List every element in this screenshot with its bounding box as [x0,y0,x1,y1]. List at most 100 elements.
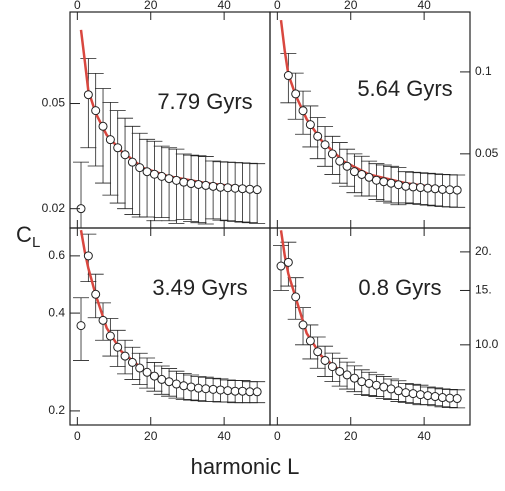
y-tick-label: 0.05 [42,96,66,110]
x-axis-label: harmonic L [191,454,300,479]
data-point [252,185,262,195]
data-point [179,381,189,391]
y-axis-label-subscript: L [32,234,40,251]
data-point [276,261,286,271]
data-point [164,377,174,387]
data-point [208,384,218,394]
data-point [423,391,433,401]
x-tick-label: 0 [274,0,281,12]
data-point [430,392,440,402]
x-tick-label: 0 [74,429,81,443]
x-tick-label: 0 [274,429,281,443]
data-point [349,373,359,383]
data-point [445,393,455,403]
data-point [149,371,159,381]
data-point [452,394,462,404]
data-point [342,161,352,171]
x-tick-label: 0 [74,0,81,12]
data-point [349,167,359,177]
data-point [283,257,293,267]
panel-frame [269,227,471,426]
data-point [379,382,389,392]
fit-line [79,229,258,394]
panel: 0 20 40 0.1 0.05 5.64 Gyrs [269,0,499,229]
data-point [252,387,262,397]
data-point [401,388,411,398]
data-point [230,183,240,193]
data-point [215,182,225,192]
data-point [335,366,345,376]
data-point [320,140,330,150]
y-tick-label: 15. [475,283,492,297]
data-point [430,184,440,194]
data-point [120,150,130,160]
data-point [223,386,233,396]
plot-area [279,19,466,208]
data-point [371,380,381,390]
data-point [83,90,93,100]
data-point [201,384,211,394]
data-point [364,172,374,182]
x-tick-label: 20 [144,429,158,443]
data-point [91,289,101,299]
data-point [283,71,293,81]
data-point [437,184,447,194]
data-point [313,347,323,357]
data-point [342,370,352,380]
data-point [157,171,167,181]
panel: 0 20 40 0.02 0.05 7.79 Gyrs [42,0,271,229]
data-point [415,183,425,193]
y-axis-label: C [16,222,32,247]
annotation: 0.8 Gyrs [358,275,441,300]
data-point [91,106,101,116]
data-point [357,169,367,179]
y-tick-label: 0.6 [48,248,65,262]
data-point [105,135,115,145]
data-point [364,378,374,388]
x-tick-label: 40 [417,0,431,12]
annotation: 3.49 Gyrs [152,275,247,300]
data-point [335,156,345,166]
data-point [423,183,433,193]
data-point [179,177,189,187]
panel-frame [69,227,271,426]
data-point [201,180,211,190]
y-tick-label: 0.2 [48,403,65,417]
data-point [215,385,225,395]
data-point [245,387,255,397]
x-tick-label: 40 [217,429,231,443]
panel: 0 20 40 20. 15. 10.0 0.8 Gyrs [269,227,499,443]
data-point [291,89,301,99]
data-point [230,386,240,396]
data-point [357,377,367,387]
data-point [208,181,218,191]
data-point [291,292,301,302]
data-point [298,106,308,116]
data-point [320,355,330,365]
data-point [305,336,315,346]
data-point [127,157,137,167]
data-point [379,177,389,187]
x-tick-label: 20 [344,429,358,443]
plot-area [73,29,266,228]
data-point [393,386,403,396]
data-point [193,179,203,189]
x-tick-label: 40 [217,0,231,12]
data-point [193,383,203,393]
data-point [245,184,255,194]
data-point [127,357,137,367]
data-point [157,374,167,384]
y-tick-label: 0.02 [42,201,66,215]
data-point [445,185,455,195]
data-point [113,143,123,153]
data-point [120,351,130,361]
x-tick-label: 40 [417,429,431,443]
data-point [83,251,93,261]
data-point [415,390,425,400]
data-point [135,163,145,173]
data-point [113,342,123,352]
data-point [76,321,86,331]
data-point [327,149,337,159]
data-point [186,382,196,392]
data-point [371,175,381,185]
